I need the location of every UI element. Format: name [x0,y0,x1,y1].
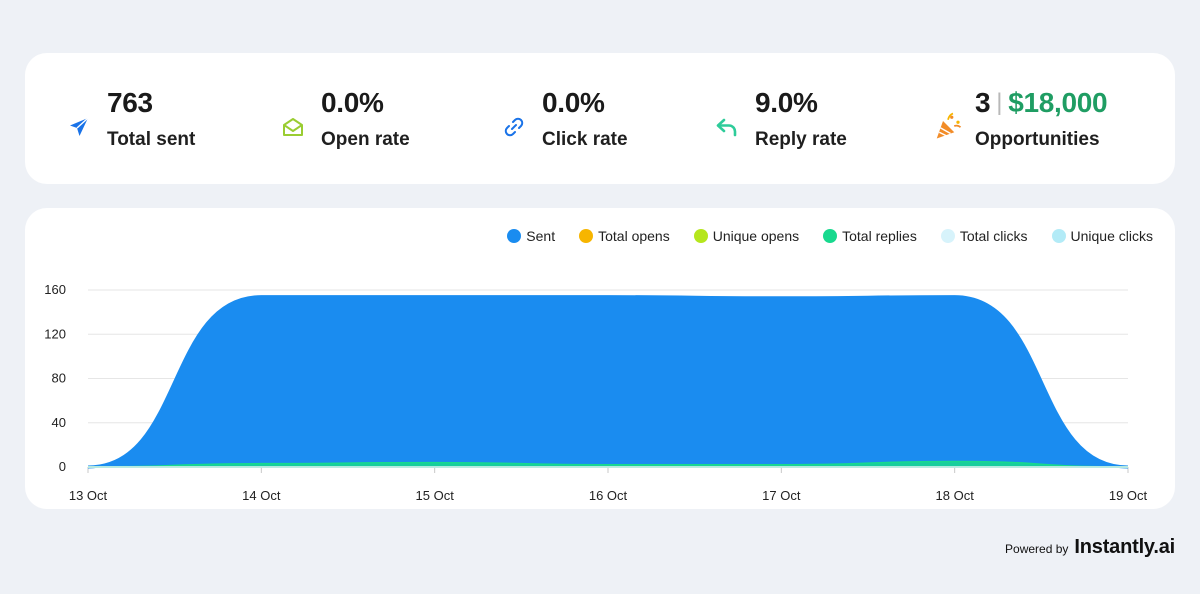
opportunities-label: Opportunities [975,129,1100,150]
reply-rate-value: 9.0% [755,87,818,118]
x-tick-label: 14 Oct [242,488,281,503]
y-tick-label: 160 [44,282,66,297]
click-rate-value: 0.0% [542,87,605,118]
reply-rate-label: Reply rate [755,129,847,150]
stats-card: 763 Total sent 0.0% Open rate 0.0% Click… [25,53,1175,184]
legend-swatch [693,229,708,243]
open-rate-label: Open rate [321,129,410,150]
party-popper-icon [936,112,962,139]
series-area-sent [88,296,1129,467]
legend-label: Unique opens [712,228,800,244]
x-tick-label: 17 Oct [762,488,801,503]
total-sent-label: Total sent [107,129,196,150]
x-tick-label: 18 Oct [936,488,975,503]
legend-label: Unique clicks [1070,228,1153,244]
opportunities-separator: | [996,89,1003,116]
legend-item-total-clicks[interactable]: Total clicks [940,228,1028,244]
legend-item-total-replies[interactable]: Total replies [823,228,917,244]
brand-logo[interactable]: Instantly.ai [1074,536,1175,558]
opportunities-count: 3 [975,87,991,118]
legend-swatch [940,229,955,243]
legend-swatch [823,229,838,243]
legend-swatch [1051,229,1066,243]
legend-item-unique-clicks[interactable]: Unique clicks [1051,228,1153,244]
y-tick-label: 80 [52,371,66,386]
paper-plane-icon [70,117,89,136]
x-tick-label: 16 Oct [589,488,628,503]
opportunities-amount: $18,000 [1008,87,1108,118]
open-rate-value: 0.0% [321,87,384,118]
legend-label: Sent [526,228,556,244]
opportunities-value: 3 | $18,000 [975,87,1108,119]
legend-label: Total replies [842,228,917,244]
y-tick-label: 40 [52,415,66,430]
powered-by-text: Powered by [1005,542,1069,556]
legend-swatch [579,229,594,243]
series-line-sent [87,295,1129,469]
legend-item-unique-opens[interactable]: Unique opens [693,228,800,244]
x-tick-label: 19 Oct [1109,488,1148,503]
y-tick-label: 120 [44,326,66,341]
click-rate-label: Click rate [542,129,628,150]
x-tick-label: 15 Oct [416,488,455,503]
legend-item-total-opens[interactable]: Total opens [579,228,670,244]
series-line-total-replies [87,460,1129,468]
legend-item-sent[interactable]: Sent [507,228,555,244]
chart-legend: Sent Total opens Unique opens Total replies… [483,228,1153,244]
total-sent-value: 763 [107,87,153,118]
legend-label: Total clicks [959,228,1028,244]
area-chart: 0 40 80 120 160 13 Oct 14 Oct 15 Oct 16 Oct 17 Oc… [44,282,1148,503]
x-tick-label: 13 Oct [69,488,108,503]
legend-swatch [507,229,522,243]
legend-label: Total opens [598,228,670,244]
y-tick-label: 0 [59,459,66,474]
link-icon [504,117,524,137]
open-envelope-icon [283,118,303,136]
powered-by: Powered by Instantly.ai [1005,536,1175,559]
reply-arrow-icon [716,118,737,137]
series-area-total-replies [88,461,1128,467]
